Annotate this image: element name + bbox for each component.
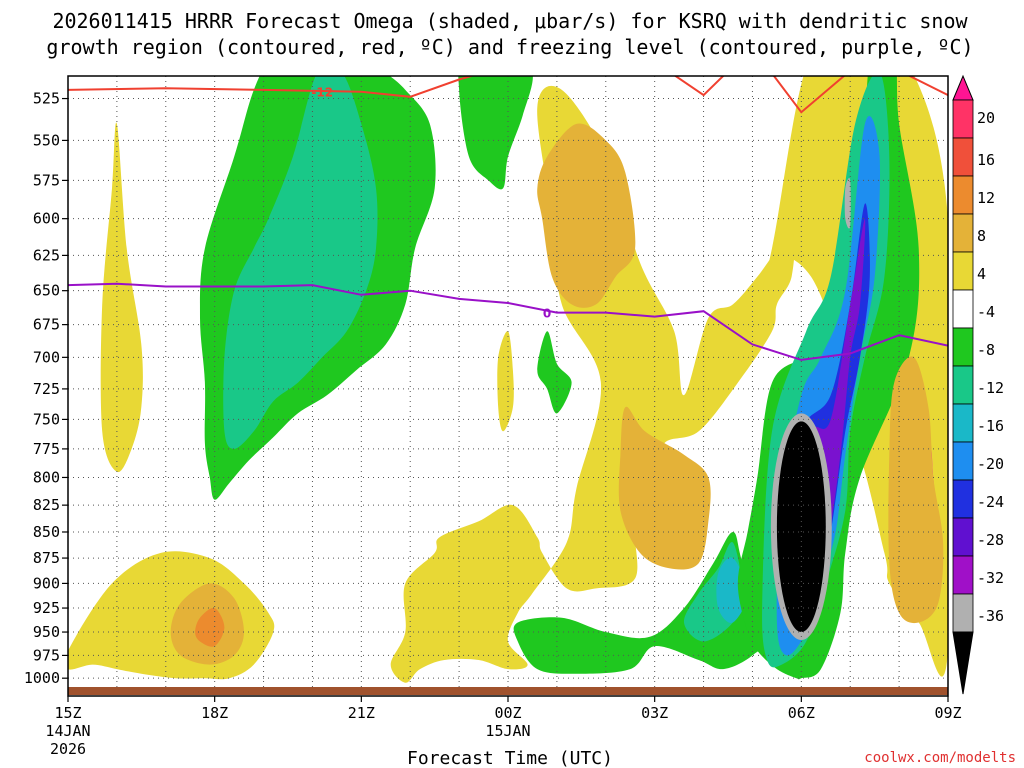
- colorbar-level-label: -36: [977, 607, 1004, 625]
- dgz-minus12-line: [68, 76, 948, 114]
- y-tick-label: 925: [33, 599, 60, 617]
- y-tick-label: 975: [33, 646, 60, 664]
- x-tick-label: 15Z: [54, 704, 81, 722]
- x-tick-label: 21Z: [348, 704, 375, 722]
- contour-lines-layer: [68, 76, 948, 361]
- x-tick-date: 15JAN: [485, 722, 530, 740]
- x-axis-title: Forecast Time (UTC): [407, 748, 613, 768]
- colorbar-swatch: [952, 479, 974, 519]
- y-tick-label: 900: [33, 574, 60, 592]
- y-tick-label: 825: [33, 496, 60, 514]
- y-axis: 525 550 575 600 625 650 675 700 725 750 775 800 825 8…: [24, 90, 68, 687]
- chart-title-line1: 2026011415 HRRR Forecast Omega (shaded, …: [52, 9, 968, 33]
- x-tick-label: 09Z: [934, 704, 961, 722]
- y-tick-label: 675: [33, 316, 60, 334]
- dgz-line-label: -12: [311, 86, 333, 100]
- colorbar-bottom-arrow: [952, 631, 974, 695]
- y-tick-label: 725: [33, 380, 60, 398]
- region-yellow-central: [390, 85, 795, 683]
- svg-text:0: 0: [543, 307, 551, 321]
- x-tick-date: 14JAN: [45, 722, 90, 740]
- colorbar-level-label: -20: [977, 455, 1004, 473]
- credit-link[interactable]: coolwx.com/modelts: [864, 750, 1016, 766]
- freezing-level-label: 0: [543, 307, 551, 321]
- colorbar-level-label: 12: [977, 189, 995, 207]
- region-yellow-tiny: [497, 331, 514, 432]
- region-orange-mid: [618, 406, 711, 570]
- y-tick-label: 800: [33, 468, 60, 486]
- y-tick-label: 625: [33, 246, 60, 264]
- y-tick-label: 700: [33, 348, 60, 366]
- colorbar-swatch: [952, 137, 974, 177]
- y-tick-label: 550: [33, 131, 60, 149]
- colorbar-level-label: -4: [977, 303, 995, 321]
- y-tick-label: 1000: [24, 669, 60, 687]
- colorbar-swatch: [952, 365, 974, 405]
- x-tick-label: 03Z: [641, 704, 668, 722]
- region-green-top-mid: [458, 76, 533, 190]
- region-gray-right-small: [844, 178, 851, 229]
- colorbar-swatch: [952, 327, 974, 367]
- colorbar-top-arrow: [952, 74, 974, 101]
- colorbar-swatch: [952, 517, 974, 557]
- colorbar-level-label: -12: [977, 379, 1004, 397]
- chart-title-line2: growth region (contoured, red, ºC) and f…: [46, 35, 973, 59]
- colorbar-swatch: [952, 593, 974, 633]
- region-yellow-left-narrow: [100, 122, 143, 473]
- freezing-level-line: [68, 282, 948, 361]
- y-tick-label: 850: [33, 523, 60, 541]
- region-orange-right: [888, 356, 944, 624]
- y-tick-label: 575: [33, 171, 60, 189]
- region-teal-left: [223, 76, 378, 449]
- y-tick-label: 525: [33, 90, 60, 108]
- colorbar-swatch: [952, 213, 974, 253]
- region-green-small-mid: [537, 331, 572, 414]
- colorbar-level-label: -8: [977, 341, 995, 359]
- y-tick-label: 750: [33, 410, 60, 428]
- colorbar-swatch: [952, 289, 974, 329]
- x-tick-label: 00Z: [494, 704, 521, 722]
- colorbar-level-label: 20: [977, 109, 995, 127]
- y-tick-label: 775: [33, 440, 60, 458]
- y-tick-label: 600: [33, 210, 60, 228]
- x-tick-year: 2026: [50, 740, 86, 758]
- colorbar: 20 16 12 8 4 -4 -8 -12 -16 -20 -24 -28 -32 -36: [952, 74, 1004, 695]
- colorbar-level-label: -16: [977, 417, 1004, 435]
- colorbar-swatch: [952, 251, 974, 291]
- grid-layer: [67, 76, 949, 696]
- colorbar-level-label: 8: [977, 227, 986, 245]
- colorbar-level-label: -28: [977, 531, 1004, 549]
- x-tick-label: 06Z: [788, 704, 815, 722]
- y-tick-label: 950: [33, 623, 60, 641]
- colorbar-level-label: -24: [977, 493, 1004, 511]
- colorbar-level-label: -32: [977, 569, 1004, 587]
- colorbar-swatch: [952, 403, 974, 443]
- region-orange-upper: [537, 123, 636, 308]
- region-red-bottom-left: [195, 607, 225, 647]
- y-tick-label: 650: [33, 282, 60, 300]
- colorbar-level-label: 16: [977, 151, 995, 169]
- colorbar-swatch: [952, 555, 974, 595]
- colorbar-swatch: [952, 175, 974, 215]
- x-tick-label: 18Z: [201, 704, 228, 722]
- ground-strip: [68, 687, 948, 695]
- colorbar-swatch: [952, 99, 974, 139]
- colorbar-swatch: [952, 441, 974, 481]
- y-tick-label: 875: [33, 549, 60, 567]
- colorbar-level-label: 4: [977, 265, 986, 283]
- svg-text:-12: -12: [311, 86, 333, 100]
